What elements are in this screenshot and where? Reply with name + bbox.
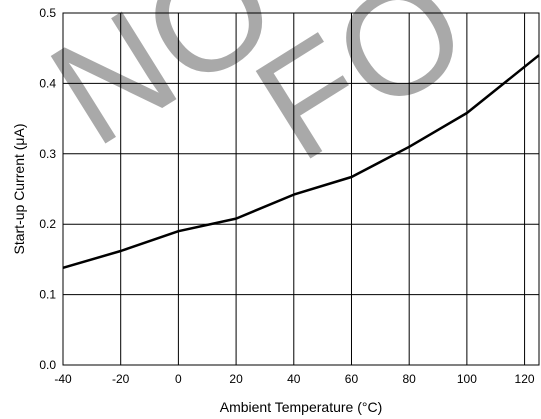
y-tick-label: 0.5 <box>39 6 56 20</box>
x-tick-label: 20 <box>229 372 243 386</box>
watermark-text-right: FO <box>228 0 494 192</box>
grid <box>63 13 539 365</box>
y-tick-label: 0.2 <box>39 217 56 231</box>
x-tick-label: -20 <box>112 372 130 386</box>
y-tick-label: 0.4 <box>39 76 56 90</box>
series-line <box>62 54 540 270</box>
x-axis-title: Ambient Temperature (°C) <box>220 399 383 415</box>
x-tick-label: 80 <box>403 372 417 386</box>
ticks: -40 -20 0 20 40 60 80 100 120 0.0 0.1 0.2 0.3 0.4 0.5 <box>39 6 535 386</box>
x-tick-label: 120 <box>515 372 535 386</box>
x-tick-label: 40 <box>287 372 301 386</box>
x-axis-title-text: Ambient Temperature (°C) <box>220 399 383 415</box>
watermark: NO FO <box>23 0 494 192</box>
x-tick-label: 100 <box>457 372 477 386</box>
y-tick-label: 0.3 <box>39 147 56 161</box>
y-tick-label: 0.0 <box>39 358 56 372</box>
x-tick-label: 60 <box>345 372 359 386</box>
series-layer <box>62 54 540 270</box>
x-tick-label: -40 <box>54 372 72 386</box>
y-axis-title: Start-up Current (μA) <box>11 124 27 255</box>
plot-frame <box>62 12 540 366</box>
y-tick-label: 0.1 <box>39 288 56 302</box>
x-tick-label: 0 <box>175 372 182 386</box>
